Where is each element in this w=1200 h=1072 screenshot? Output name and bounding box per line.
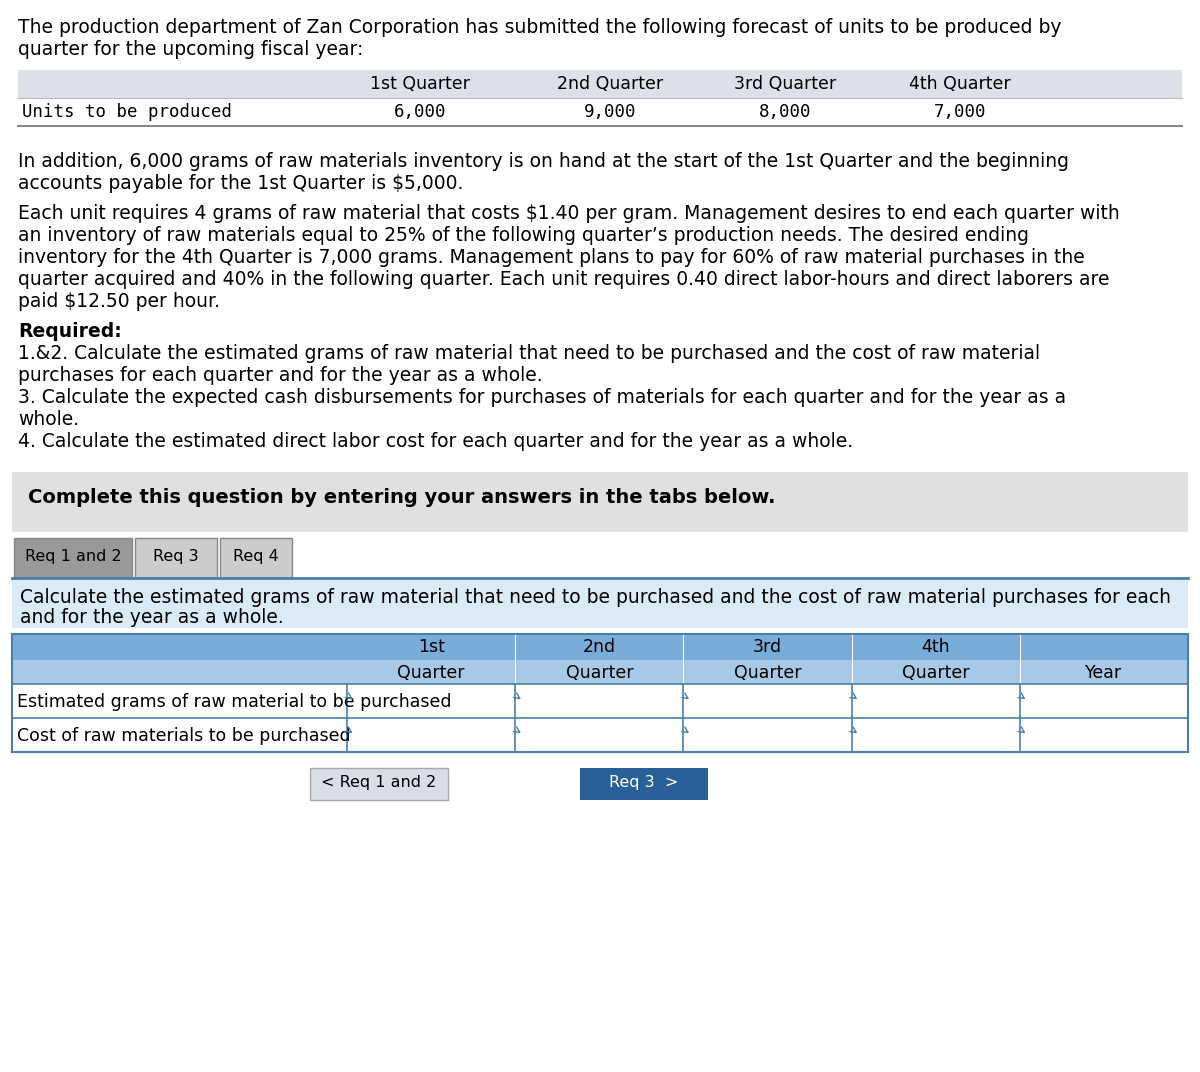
Text: 2nd Quarter: 2nd Quarter bbox=[557, 75, 664, 93]
Bar bbox=[18, 98, 1182, 126]
Text: Req 3: Req 3 bbox=[154, 549, 199, 564]
Text: Calculate the estimated grams of raw material that need to be purchased and the : Calculate the estimated grams of raw mat… bbox=[20, 589, 1171, 607]
Text: 1st Quarter: 1st Quarter bbox=[370, 75, 470, 93]
Bar bbox=[18, 70, 1182, 98]
Bar bbox=[310, 768, 448, 800]
Text: quarter for the upcoming fiscal year:: quarter for the upcoming fiscal year: bbox=[18, 40, 364, 59]
Text: < Req 1 and 2: < Req 1 and 2 bbox=[322, 775, 437, 790]
Text: Year: Year bbox=[1085, 664, 1122, 682]
Text: Quarter: Quarter bbox=[733, 664, 802, 682]
Text: Req 3  >: Req 3 > bbox=[610, 775, 679, 790]
Text: Quarter: Quarter bbox=[397, 664, 464, 682]
Text: whole.: whole. bbox=[18, 410, 79, 429]
Text: Estimated grams of raw material to be purchased: Estimated grams of raw material to be pu… bbox=[17, 693, 451, 711]
Text: accounts payable for the 1st Quarter is $5,000.: accounts payable for the 1st Quarter is … bbox=[18, 174, 463, 193]
Bar bbox=[12, 660, 1188, 684]
Text: 3. Calculate the expected cash disbursements for purchases of materials for each: 3. Calculate the expected cash disbursem… bbox=[18, 388, 1066, 407]
Text: Cost of raw materials to be purchased: Cost of raw materials to be purchased bbox=[17, 727, 350, 745]
Text: 4th: 4th bbox=[922, 638, 950, 656]
Text: 4th Quarter: 4th Quarter bbox=[910, 75, 1010, 93]
Text: 1st: 1st bbox=[418, 638, 444, 656]
Text: 7,000: 7,000 bbox=[934, 103, 986, 121]
Bar bbox=[12, 684, 1188, 718]
Text: Units to be produced: Units to be produced bbox=[22, 103, 232, 121]
Text: Each unit requires 4 grams of raw material that costs $1.40 per gram. Management: Each unit requires 4 grams of raw materi… bbox=[18, 204, 1120, 223]
Bar bbox=[12, 472, 1188, 532]
Text: 4. Calculate the estimated direct labor cost for each quarter and for the year a: 4. Calculate the estimated direct labor … bbox=[18, 432, 853, 451]
Text: paid $12.50 per hour.: paid $12.50 per hour. bbox=[18, 292, 220, 311]
Bar bbox=[12, 718, 1188, 751]
Text: Complete this question by entering your answers in the tabs below.: Complete this question by entering your … bbox=[28, 488, 775, 507]
Text: purchases for each quarter and for the year as a whole.: purchases for each quarter and for the y… bbox=[18, 366, 542, 385]
Bar bbox=[220, 538, 292, 578]
Text: 8,000: 8,000 bbox=[758, 103, 811, 121]
Text: Quarter: Quarter bbox=[565, 664, 634, 682]
Text: 3rd: 3rd bbox=[752, 638, 782, 656]
Text: an inventory of raw materials equal to 25% of the following quarter’s production: an inventory of raw materials equal to 2… bbox=[18, 226, 1030, 245]
Text: and for the year as a whole.: and for the year as a whole. bbox=[20, 608, 283, 627]
Bar bbox=[14, 538, 132, 578]
Text: quarter acquired and 40% in the following quarter. Each unit requires 0.40 direc: quarter acquired and 40% in the followin… bbox=[18, 270, 1110, 289]
Text: 6,000: 6,000 bbox=[394, 103, 446, 121]
Text: 1.&2. Calculate the estimated grams of raw material that need to be purchased an: 1.&2. Calculate the estimated grams of r… bbox=[18, 344, 1040, 363]
Text: 9,000: 9,000 bbox=[583, 103, 636, 121]
Text: The production department of Zan Corporation has submitted the following forecas: The production department of Zan Corpora… bbox=[18, 18, 1062, 38]
Text: inventory for the 4th Quarter is 7,000 grams. Management plans to pay for 60% of: inventory for the 4th Quarter is 7,000 g… bbox=[18, 248, 1085, 267]
Bar bbox=[12, 634, 1188, 660]
Bar bbox=[580, 768, 708, 800]
Text: Quarter: Quarter bbox=[902, 664, 970, 682]
Text: Req 4: Req 4 bbox=[233, 549, 278, 564]
Text: 3rd Quarter: 3rd Quarter bbox=[734, 75, 836, 93]
Bar bbox=[134, 538, 217, 578]
Text: In addition, 6,000 grams of raw materials inventory is on hand at the start of t: In addition, 6,000 grams of raw material… bbox=[18, 152, 1069, 172]
Text: 2nd: 2nd bbox=[583, 638, 616, 656]
Text: Required:: Required: bbox=[18, 322, 121, 341]
Bar bbox=[12, 580, 1188, 628]
Text: Req 1 and 2: Req 1 and 2 bbox=[25, 549, 121, 564]
